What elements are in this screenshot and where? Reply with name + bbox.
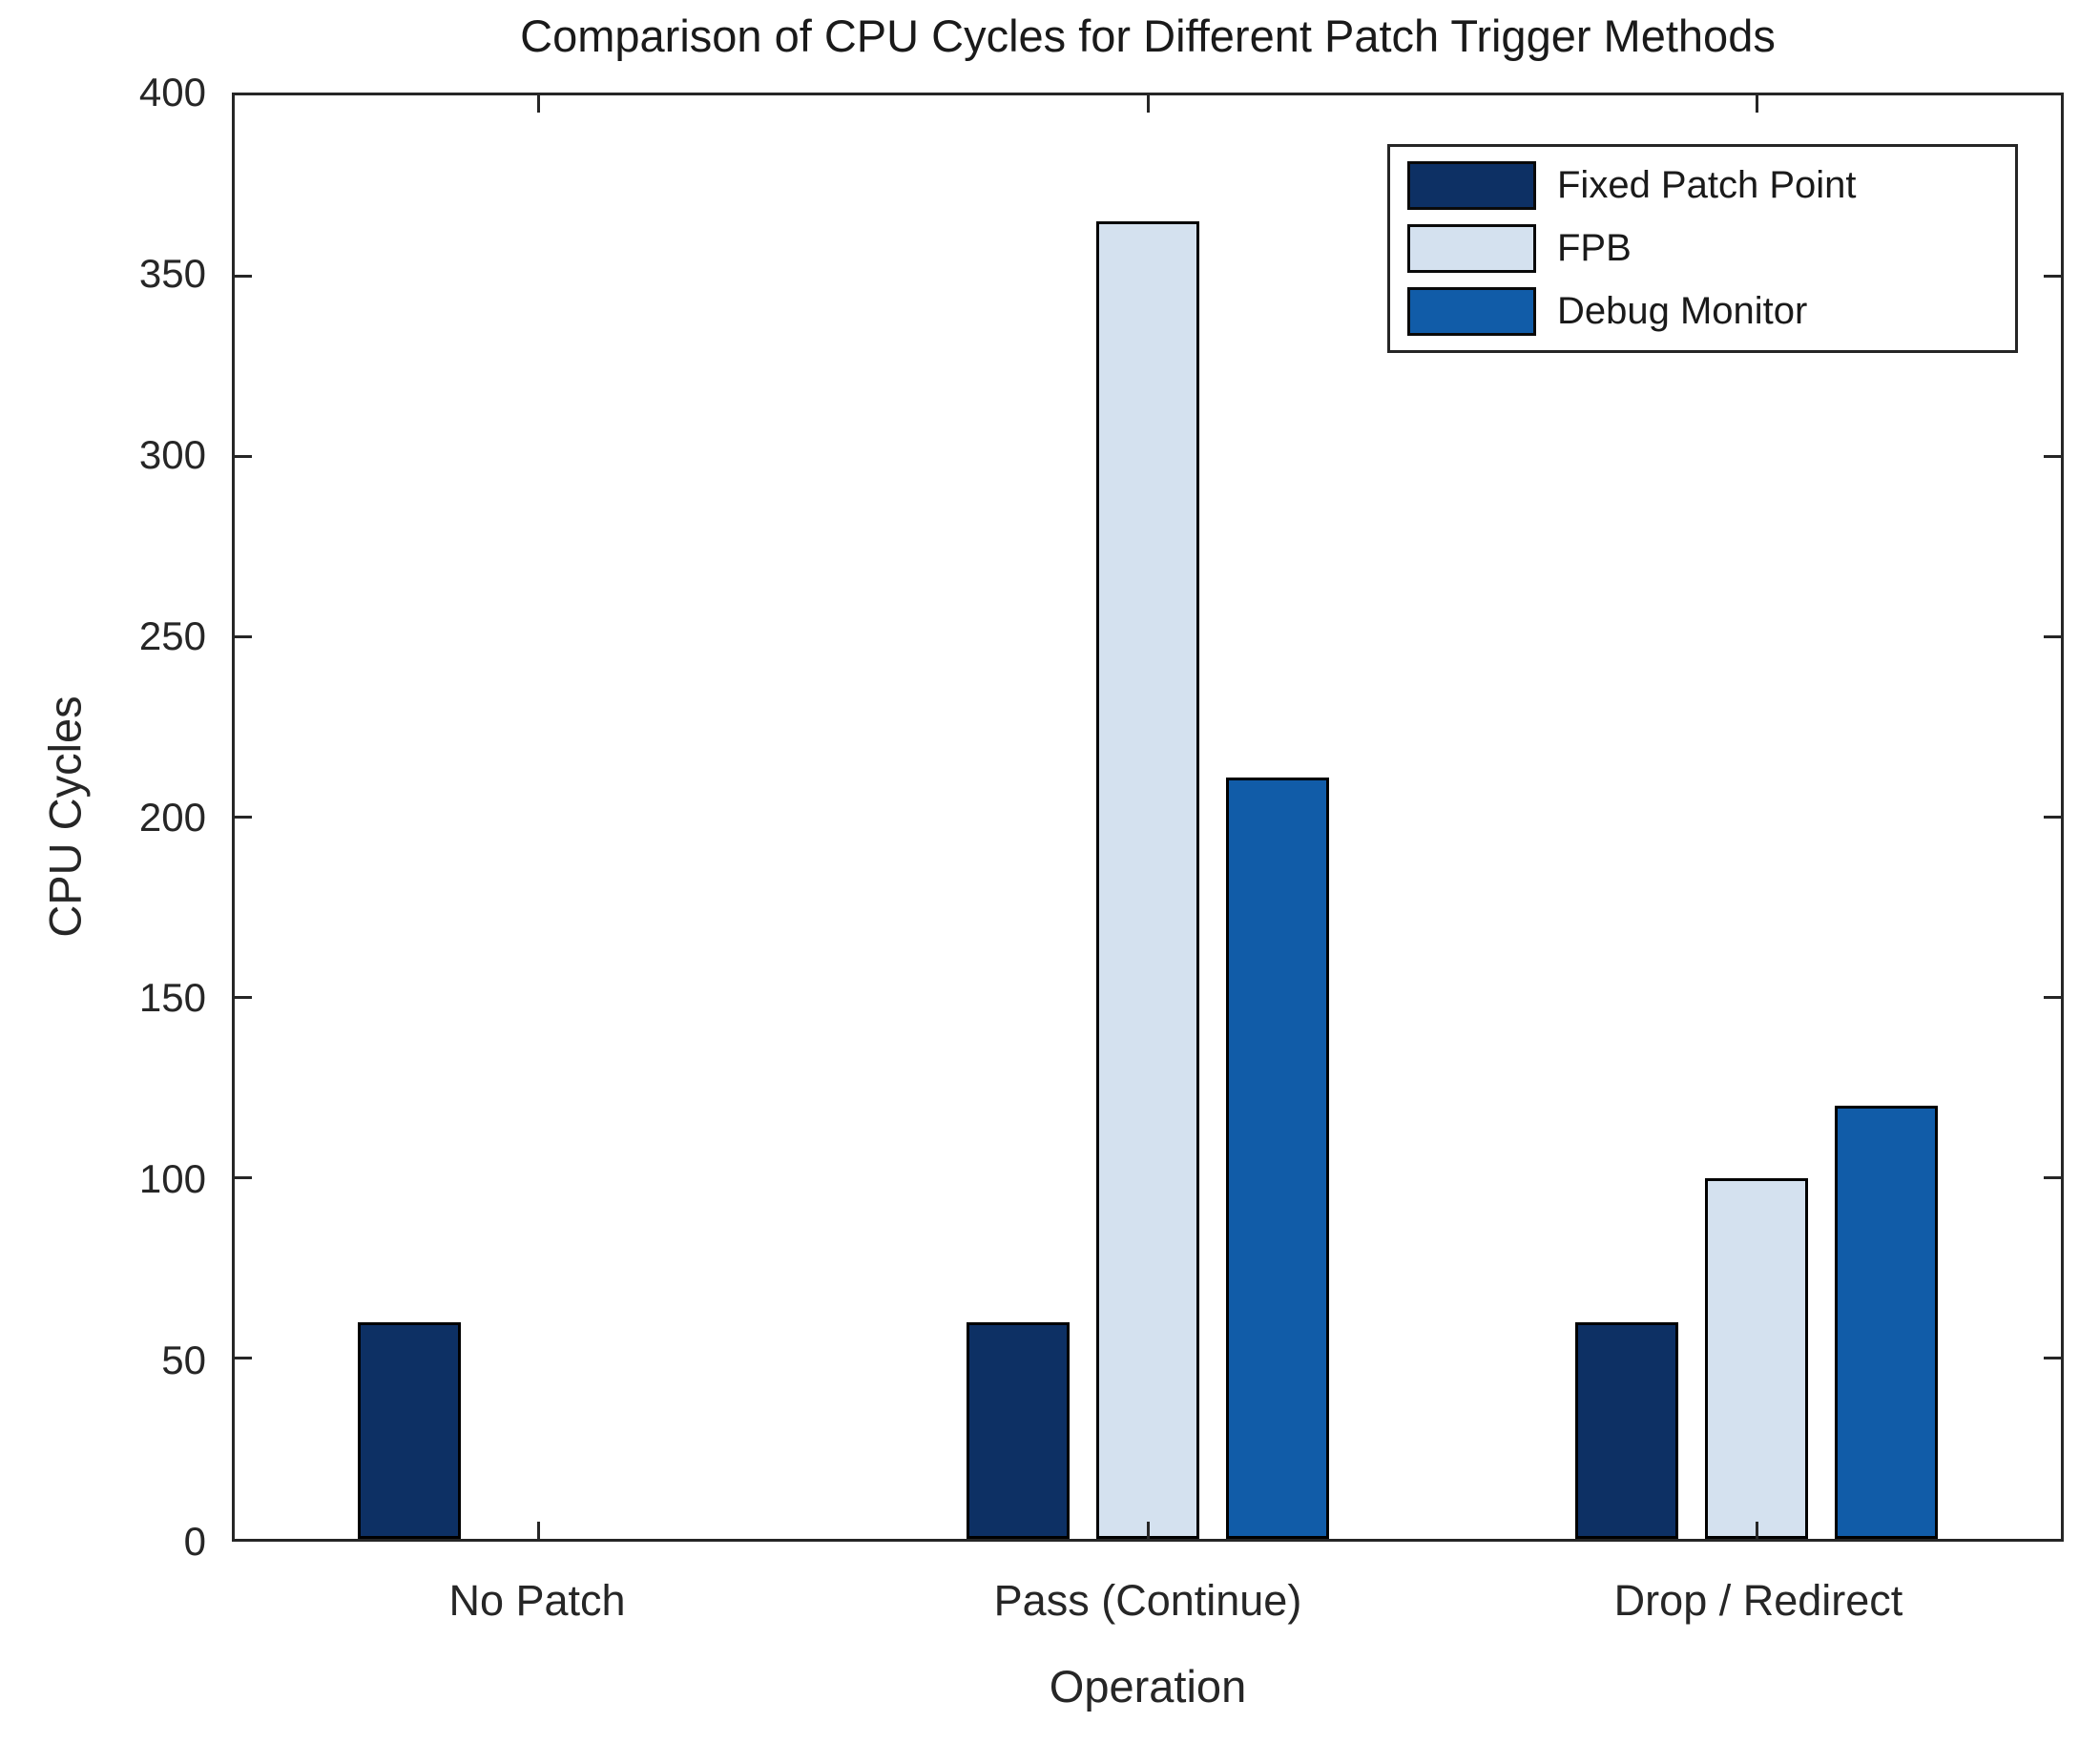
axis-tick bbox=[537, 95, 541, 113]
y-tick-label: 150 bbox=[138, 975, 206, 1021]
bar bbox=[967, 1322, 1070, 1539]
axis-tick bbox=[235, 634, 252, 638]
legend-label: Fixed Patch Point bbox=[1557, 164, 1857, 206]
y-tick-label: 50 bbox=[161, 1338, 206, 1383]
axis-tick bbox=[1755, 1522, 1758, 1539]
legend-item-fixed-patch-point: Fixed Patch Point bbox=[1407, 161, 2015, 210]
axis-tick bbox=[2044, 1176, 2061, 1180]
axis-tick bbox=[2044, 274, 2061, 278]
axis-tick bbox=[235, 1357, 252, 1360]
axis-tick bbox=[2044, 454, 2061, 458]
legend-swatch-fixed-patch-point bbox=[1407, 161, 1536, 210]
y-tick-label: 300 bbox=[138, 431, 206, 477]
bars-layer bbox=[235, 95, 2061, 1539]
axis-tick bbox=[2044, 996, 2061, 1000]
x-tick-label-pass-continue: Pass (Continue) bbox=[993, 1576, 1302, 1625]
bar-group bbox=[1452, 95, 2061, 1539]
x-tick-labels: No Patch Pass (Continue) Drop / Redirect bbox=[232, 1576, 2064, 1633]
x-tick-label-drop-redirect: Drop / Redirect bbox=[1613, 1576, 1903, 1625]
axis-tick bbox=[235, 996, 252, 1000]
bar bbox=[1835, 1106, 1938, 1539]
axis-tick bbox=[1755, 95, 1758, 113]
legend-item-debug-monitor: Debug Monitor bbox=[1407, 287, 2015, 336]
legend-label: FPB bbox=[1557, 227, 1632, 269]
bar-group bbox=[235, 95, 843, 1539]
y-tick-label: 0 bbox=[183, 1519, 206, 1564]
bar bbox=[1226, 777, 1329, 1539]
legend-swatch-debug-monitor bbox=[1407, 287, 1536, 336]
axis-tick bbox=[1146, 95, 1150, 113]
y-tick-label: 350 bbox=[138, 250, 206, 296]
legend: Fixed Patch Point FPB Debug Monitor bbox=[1387, 144, 2018, 353]
axis-tick bbox=[235, 274, 252, 278]
y-tick-label: 200 bbox=[138, 794, 206, 840]
y-tick-label: 400 bbox=[138, 70, 206, 114]
axis-tick bbox=[537, 1522, 541, 1539]
axis-tick bbox=[2044, 634, 2061, 638]
chart-title: Comparison of CPU Cycles for Different P… bbox=[520, 10, 1776, 61]
plot-area: Fixed Patch Point FPB Debug Monitor bbox=[232, 93, 2064, 1542]
y-tick-label: 250 bbox=[138, 612, 206, 658]
axis-tick bbox=[235, 1176, 252, 1180]
legend-label: Debug Monitor bbox=[1557, 290, 1808, 332]
bar bbox=[1575, 1322, 1678, 1539]
axis-tick bbox=[2044, 816, 2061, 819]
bar bbox=[1705, 1177, 1808, 1539]
x-axis-label: Operation bbox=[1049, 1661, 1247, 1712]
bar bbox=[358, 1322, 461, 1539]
y-tick-label: 100 bbox=[138, 1156, 206, 1202]
axis-tick bbox=[2044, 1357, 2061, 1360]
legend-swatch-fpb bbox=[1407, 224, 1536, 273]
y-tick-labels: 0 50 100 150 200 250 300 350 400 bbox=[0, 70, 206, 1564]
x-tick-label-no-patch: No Patch bbox=[448, 1576, 626, 1625]
axis-tick bbox=[235, 816, 252, 819]
axis-tick bbox=[235, 454, 252, 458]
legend-item-fpb: FPB bbox=[1407, 224, 2015, 273]
bar-group bbox=[843, 95, 1452, 1539]
bar bbox=[1096, 221, 1199, 1539]
axis-tick bbox=[1146, 1522, 1150, 1539]
